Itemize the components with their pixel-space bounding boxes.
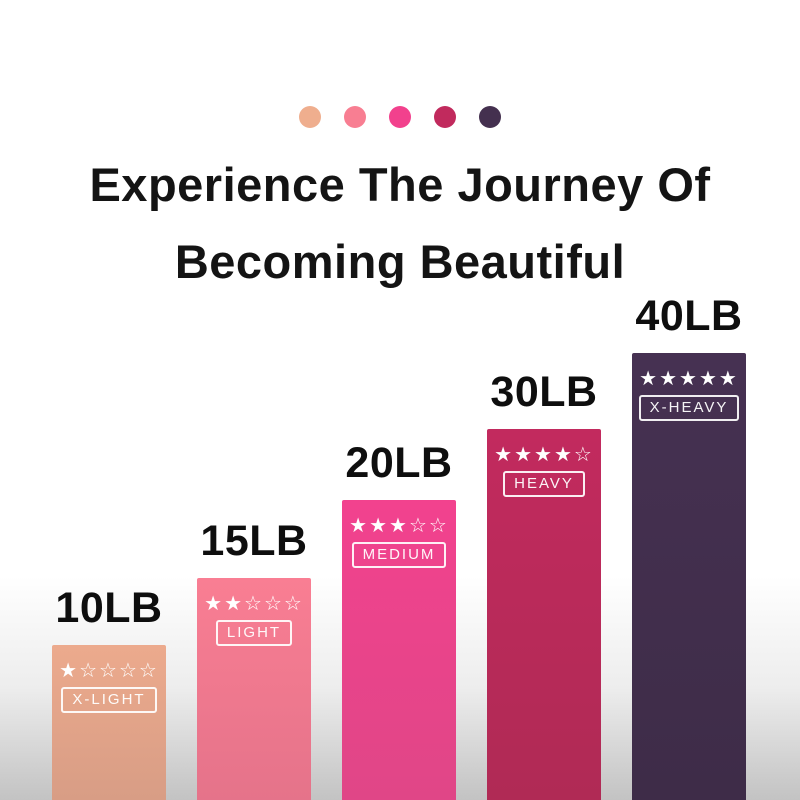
bar-group: 30LB ★★★★☆ HEAVY (487, 368, 601, 800)
level-badge: X-LIGHT (61, 687, 157, 713)
bar-group: 40LB ★★★★★ X-HEAVY (632, 292, 746, 800)
bar: ★★★☆☆ MEDIUM (342, 500, 456, 800)
title-line-1: Experience The Journey Of (89, 158, 711, 211)
palette-dot-icon (389, 106, 411, 128)
palette-dot-icon (479, 106, 501, 128)
bar-weight-label: 10LB (55, 584, 163, 632)
star-rating: ★★★★☆ (494, 442, 594, 466)
palette-dots (0, 106, 800, 128)
star-rating: ★☆☆☆☆ (59, 658, 159, 682)
bar-weight-label: 20LB (345, 439, 453, 487)
palette-dot-icon (434, 106, 456, 128)
bar-weight-label: 15LB (200, 517, 308, 565)
palette-dot-icon (299, 106, 321, 128)
bar-weight-label: 30LB (490, 368, 598, 416)
star-rating: ★★★☆☆ (349, 513, 449, 537)
bar-group: 20LB ★★★☆☆ MEDIUM (342, 439, 456, 800)
bar-weight-label: 40LB (635, 292, 743, 340)
title-line-2: Becoming Beautiful (174, 235, 626, 288)
bar-group: 10LB ★☆☆☆☆ X-LIGHT (52, 584, 166, 800)
level-badge: HEAVY (503, 471, 585, 497)
palette-dot-icon (344, 106, 366, 128)
bar: ★☆☆☆☆ X-LIGHT (52, 645, 166, 800)
bar: ★★★★☆ HEAVY (487, 429, 601, 800)
level-badge: LIGHT (215, 620, 293, 646)
bar-group: 15LB ★★☆☆☆ LIGHT (197, 517, 311, 800)
level-badge: MEDIUM (351, 542, 447, 568)
page-title: Experience The Journey Of Becoming Beaut… (0, 146, 800, 300)
bar: ★★★★★ X-HEAVY (632, 353, 746, 800)
resistance-bands-bar-chart: 10LB ★☆☆☆☆ X-LIGHT 15LB ★★☆☆☆ LIGHT 20LB ★★★☆☆ M… (52, 292, 746, 800)
star-rating: ★★☆☆☆ (204, 591, 304, 615)
level-badge: X-HEAVY (638, 395, 740, 421)
bar: ★★☆☆☆ LIGHT (197, 578, 311, 800)
star-rating: ★★★★★ (639, 366, 739, 390)
